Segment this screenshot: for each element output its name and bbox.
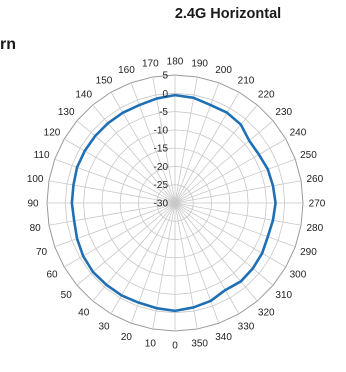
radial-tick-label: 5 [162, 71, 168, 82]
radial-tick-label: -10 [154, 125, 169, 136]
angle-tick-label: 280 [306, 223, 323, 234]
angle-tick-label: 300 [290, 270, 307, 281]
grid-spoke [48, 202, 176, 226]
grid-spoke [174, 202, 240, 315]
grid-spoke [174, 138, 287, 204]
grid-spoke [54, 202, 176, 248]
angle-tick-label: 20 [121, 332, 133, 343]
grid-spoke [174, 180, 302, 204]
radial-tick-label: -25 [154, 180, 169, 191]
grid-spoke [130, 82, 176, 204]
angle-tick-label: 210 [238, 76, 255, 87]
grid-spoke [174, 202, 296, 248]
grid-spoke [174, 104, 258, 204]
grid-spoke [92, 104, 176, 204]
angle-tick-label: 320 [258, 307, 275, 318]
angle-tick-label: 350 [191, 338, 208, 349]
grid-spoke [174, 202, 258, 302]
angle-tick-label: 130 [58, 107, 75, 118]
radial-tick-labels: 5 0 -5 -10 -15 -20 -25 -30 [154, 71, 169, 210]
angle-tick-label: 40 [78, 307, 90, 318]
angle-tick-label: 310 [275, 290, 292, 301]
clipped-left-title: rn [0, 36, 16, 53]
chart-title: 2.4G Horizontal [174, 6, 282, 22]
grid-spoke [174, 91, 240, 204]
angle-tick-label: 90 [27, 199, 39, 210]
angle-tick-label: 140 [75, 90, 92, 101]
angle-tick-label: 200 [215, 65, 232, 76]
grid-spoke [76, 120, 176, 204]
grid-spoke [54, 158, 176, 204]
grid-spoke [48, 180, 176, 204]
angle-tick-label: 180 [167, 57, 184, 68]
grid-spoke [174, 202, 302, 226]
grid-spoke [110, 91, 176, 204]
angle-tick-label: 170 [142, 59, 159, 70]
angle-tick-label: 230 [275, 107, 292, 118]
angular-grid [47, 75, 303, 331]
angle-tick-labels: 180 1902002102202302402502602702802903003… [27, 57, 326, 352]
grid-spoke [174, 82, 220, 204]
angle-tick-label: 290 [300, 247, 317, 258]
angle-tick-label: 220 [258, 90, 275, 101]
radial-tick-label: 0 [162, 89, 168, 100]
angle-tick-label: 50 [61, 290, 73, 301]
angle-tick-label: 0 [172, 341, 178, 352]
angle-tick-label: 150 [96, 76, 113, 87]
angle-tick-label: 270 [309, 199, 326, 210]
radial-tick-label: -15 [154, 144, 169, 155]
angle-tick-label: 80 [30, 223, 42, 234]
grid-spoke [174, 202, 220, 324]
angle-tick-label: 340 [215, 332, 232, 343]
angle-tick-label: 250 [300, 150, 317, 161]
grid-spoke [174, 202, 274, 286]
angle-tick-label: 100 [27, 174, 44, 185]
angle-tick-label: 260 [306, 174, 323, 185]
angle-tick-label: 160 [118, 65, 135, 76]
radial-tick-label: -20 [154, 162, 169, 173]
angle-tick-label: 240 [290, 128, 307, 139]
angle-tick-label: 10 [145, 338, 157, 349]
series-layer [70, 93, 277, 313]
angle-tick-label: 120 [44, 128, 61, 139]
grid-spoke [174, 202, 287, 268]
angle-tick-label: 70 [36, 247, 48, 258]
angle-tick-label: 30 [98, 321, 110, 332]
radial-tick-label: -5 [159, 107, 168, 118]
angle-tick-label: 190 [191, 59, 208, 70]
grid-spoke [174, 158, 296, 204]
angle-tick-label: 330 [238, 321, 255, 332]
angle-tick-label: 60 [46, 270, 58, 281]
angle-tick-label: 110 [34, 150, 50, 161]
grid-spoke [63, 138, 176, 204]
radial-tick-label: -30 [154, 199, 169, 210]
grid-spoke [174, 120, 274, 204]
series-line [70, 93, 277, 313]
